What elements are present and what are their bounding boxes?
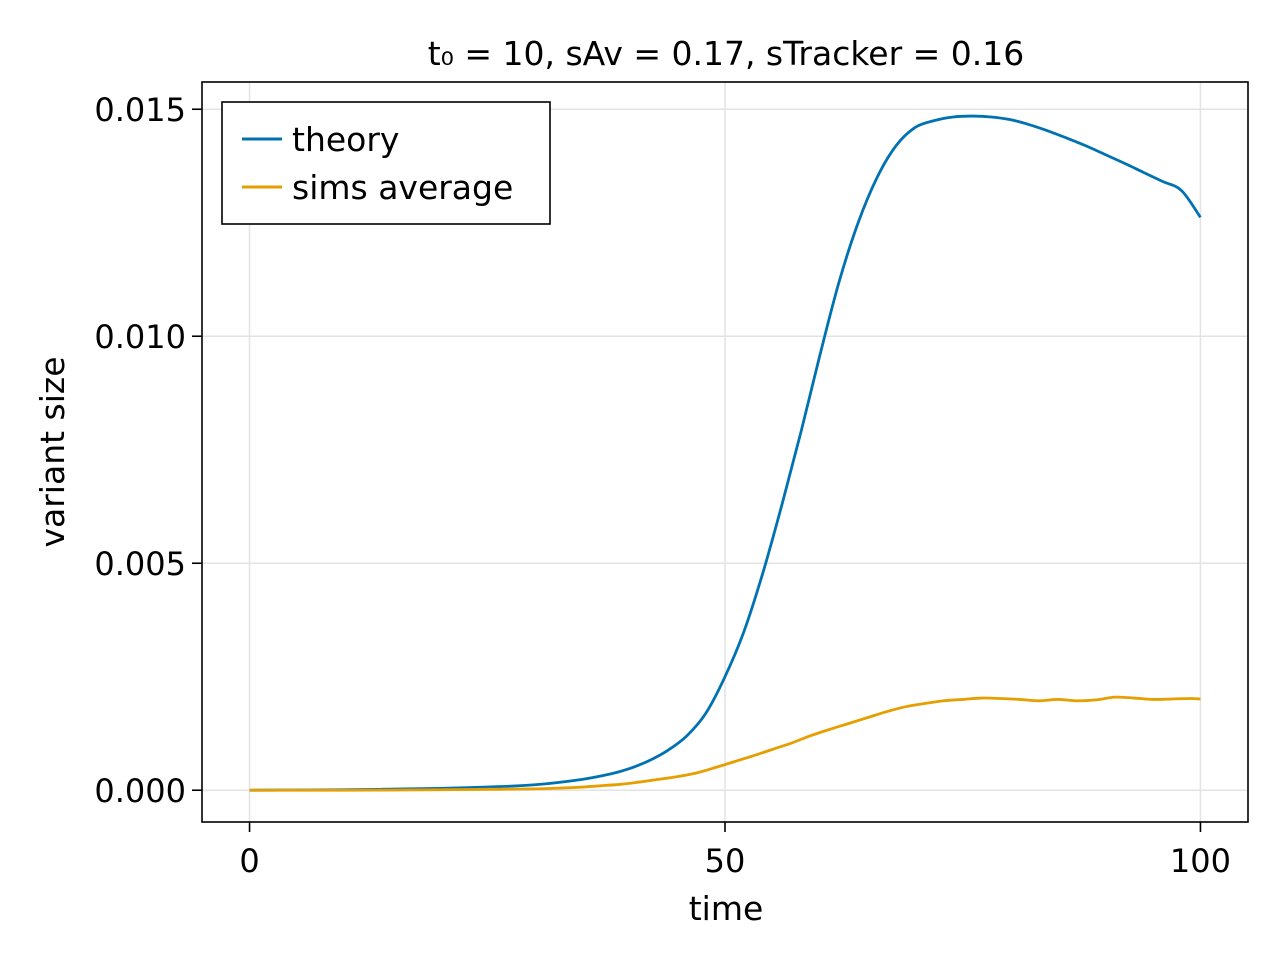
y-tick-label: 0.000 — [94, 772, 186, 810]
legend-label-theory: theory — [292, 120, 399, 159]
x-tick-label: 100 — [1170, 842, 1231, 880]
legend: theory sims average — [221, 101, 551, 225]
axis-ticks: 0 50 100 0.000 0.005 0.010 0.015 — [94, 91, 1231, 880]
x-axis-label: time — [689, 889, 764, 928]
x-tick-label: 50 — [705, 842, 746, 880]
y-tick-label: 0.005 — [94, 545, 186, 583]
x-tick-label: 0 — [239, 842, 259, 880]
y-tick-label: 0.010 — [94, 318, 186, 356]
y-axis-label: variant size — [33, 356, 72, 547]
series-lines — [249, 114, 1202, 792]
legend-box — [221, 101, 551, 225]
legend-label-sims-average: sims average — [292, 168, 513, 207]
series-line-theory — [249, 114, 1202, 792]
y-tick-label: 0.015 — [94, 91, 186, 129]
chart-title: t₀ = 10, sAv = 0.17, sTracker = 0.16 — [428, 34, 1025, 73]
series-line-sims-average — [249, 695, 1201, 792]
